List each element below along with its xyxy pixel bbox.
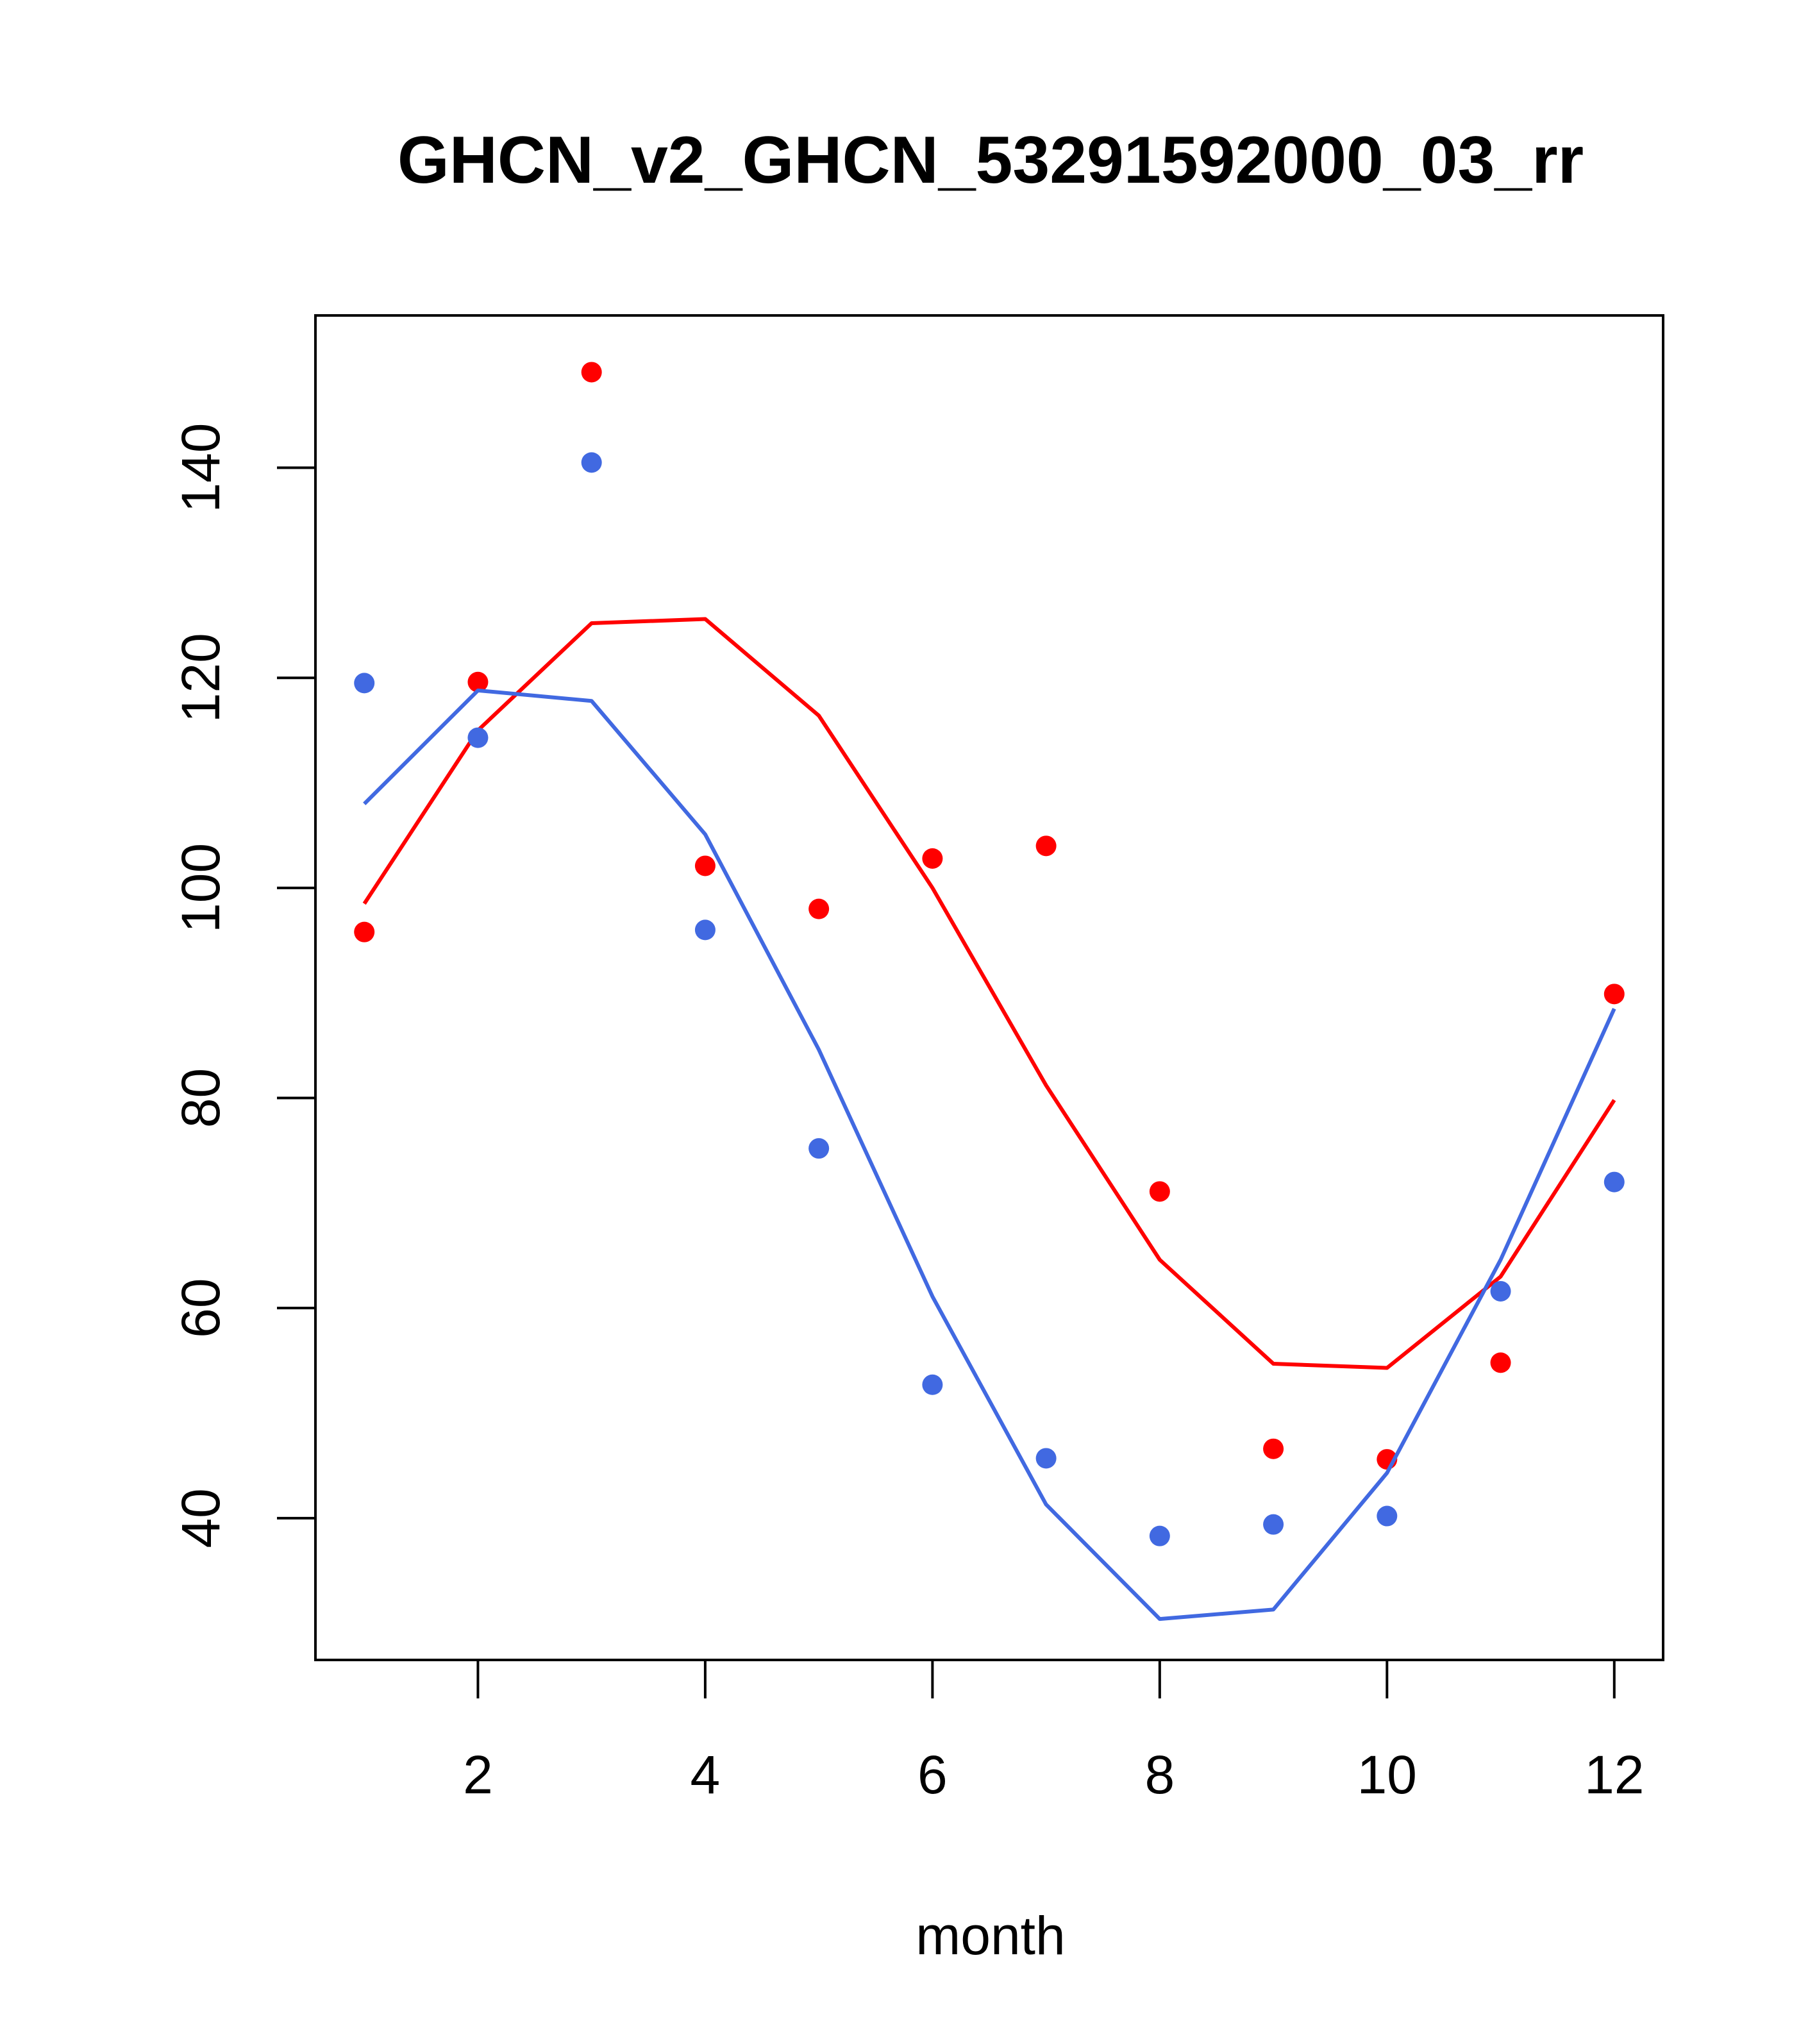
y-tick-label: 140 xyxy=(171,423,231,512)
data-point xyxy=(1035,835,1057,857)
chart-title: GHCN_v2_GHCN_53291592000_03_rr xyxy=(398,123,1584,197)
x-tick-label: 6 xyxy=(917,1745,948,1805)
data-point xyxy=(1377,1505,1398,1527)
data-point xyxy=(1263,1514,1284,1535)
data-point xyxy=(1149,1181,1170,1202)
y-axis: 40 60 80 100 120 140 xyxy=(171,423,317,1548)
data-point xyxy=(581,362,602,383)
data-point xyxy=(354,921,375,942)
data-point xyxy=(1603,984,1625,1005)
data-point xyxy=(1490,1352,1511,1373)
data-point xyxy=(1490,1280,1511,1302)
data-point xyxy=(922,848,943,869)
x-axis-label: month xyxy=(916,1906,1065,1966)
x-axis: 2 4 6 8 10 12 xyxy=(463,1659,1645,1805)
x-tick-label: 10 xyxy=(1357,1745,1417,1805)
data-point xyxy=(808,898,830,919)
y-tick-label: 40 xyxy=(171,1488,231,1548)
data-point xyxy=(467,727,489,748)
data-point xyxy=(1263,1438,1284,1459)
x-tick-label: 2 xyxy=(463,1745,493,1805)
data-point xyxy=(1603,1171,1625,1193)
data-point xyxy=(922,1374,943,1395)
y-tick-label: 120 xyxy=(171,633,231,723)
series-line xyxy=(362,617,1616,1370)
y-tick-label: 80 xyxy=(171,1068,231,1128)
data-point xyxy=(1149,1525,1170,1546)
series-1 xyxy=(354,362,1625,1470)
data-point xyxy=(694,919,716,941)
series-layer xyxy=(354,362,1625,1621)
series-line xyxy=(363,688,1616,1621)
data-point xyxy=(694,855,716,876)
data-point xyxy=(808,1138,830,1159)
x-tick-label: 12 xyxy=(1584,1745,1644,1805)
series-2 xyxy=(354,452,1625,1621)
y-tick-label: 60 xyxy=(171,1278,231,1337)
x-tick-label: 4 xyxy=(691,1745,721,1805)
data-point xyxy=(1035,1448,1057,1469)
data-point xyxy=(581,452,602,473)
x-tick-label: 8 xyxy=(1144,1745,1175,1805)
y-tick-label: 100 xyxy=(171,843,231,933)
data-point xyxy=(354,673,375,694)
data-point xyxy=(467,671,489,692)
